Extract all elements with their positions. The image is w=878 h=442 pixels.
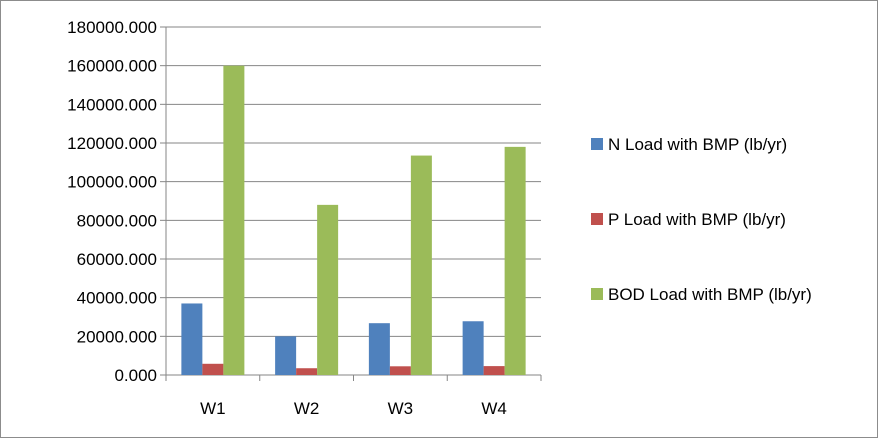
y-tick-label: 40000.000 (77, 289, 157, 308)
y-tick-label: 100000.000 (67, 173, 157, 192)
bar-bod-w4 (504, 146, 526, 375)
legend-label: BOD Load with BMP (lb/yr) (608, 285, 812, 304)
legend-label: P Load with BMP (lb/yr) (608, 210, 786, 229)
x-category-label: W1 (200, 399, 226, 418)
bar-n-w4 (462, 321, 484, 375)
bar-p-w3 (389, 366, 411, 375)
bar-n-w2 (275, 336, 297, 375)
legend-swatch (591, 288, 603, 300)
y-tick-label: 20000.000 (77, 327, 157, 346)
bar-bod-w2 (317, 204, 339, 375)
x-axis-category-labels: W1 W2 W3 W4 (200, 399, 507, 418)
gridlines (166, 26, 541, 337)
legend-swatch (591, 213, 603, 225)
y-tick-label: 0.000 (114, 366, 157, 385)
y-tick-label: 140000.000 (67, 95, 157, 114)
x-category-label: W3 (388, 399, 414, 418)
legend: N Load with BMP (lb/yr) P Load with BMP (… (591, 135, 812, 304)
bar-p-w1 (202, 363, 224, 375)
y-tick-label: 160000.000 (67, 57, 157, 76)
legend-swatch (591, 138, 603, 150)
legend-label: N Load with BMP (lb/yr) (608, 135, 787, 154)
bar-n-w1 (181, 303, 203, 375)
y-tick-label: 180000.000 (67, 18, 157, 37)
x-category-label: W4 (481, 399, 507, 418)
x-category-label: W2 (294, 399, 320, 418)
bar-p-w4 (483, 366, 505, 375)
bar-bod-w3 (410, 155, 432, 375)
bar-bod-w1 (223, 65, 245, 376)
bar-n-w3 (368, 323, 390, 375)
y-axis-tick-labels: 0.000 20000.000 40000.000 60000.000 80000.00… (67, 18, 157, 385)
y-tick-label: 80000.000 (77, 211, 157, 230)
bar-p-w2 (296, 368, 318, 375)
y-tick-label: 120000.000 (67, 134, 157, 153)
y-tick-label: 60000.000 (77, 250, 157, 269)
bars (181, 65, 526, 376)
axes (160, 26, 542, 381)
